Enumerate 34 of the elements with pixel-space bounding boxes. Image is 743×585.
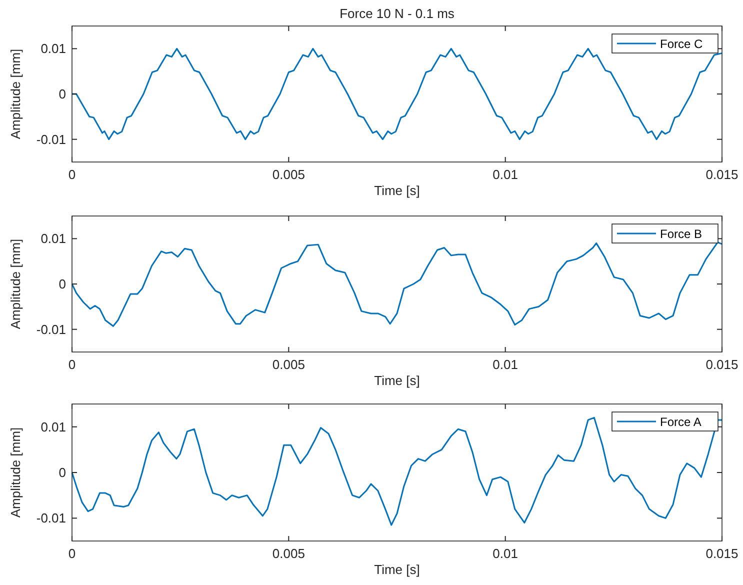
- legend-label: Force C: [660, 37, 704, 51]
- legend-label: Force B: [660, 227, 702, 241]
- line-series: [71, 242, 723, 327]
- y-tick-label: 0.01: [40, 41, 66, 56]
- x-tick-label: 0.01: [492, 167, 518, 182]
- y-tick-label: 0.01: [40, 231, 66, 246]
- x-tick-label: 0.015: [706, 546, 738, 561]
- x-tick-label: 0.015: [706, 167, 738, 182]
- y-axis-title: Amplitude [mm]: [8, 427, 23, 518]
- x-tick-label: 0.005: [272, 167, 305, 182]
- x-tick-label: 0: [68, 167, 76, 182]
- y-tick-label: 0.01: [40, 419, 66, 434]
- chart-title: Force 10 N - 0.1 ms: [340, 6, 455, 21]
- x-tick-label: 0.015: [706, 357, 738, 372]
- x-axis-title: Time [s]: [374, 562, 420, 577]
- y-tick-label: 0: [58, 276, 66, 292]
- x-tick-label: 0.01: [492, 357, 518, 372]
- line-series: [71, 416, 723, 526]
- y-axis-title: Amplitude [mm]: [8, 48, 23, 140]
- x-tick-label: 0.01: [492, 546, 518, 561]
- y-tick-label: 0: [58, 465, 66, 480]
- x-axis-title: Time [s]: [374, 183, 420, 198]
- y-tick-label: 0: [58, 86, 66, 102]
- legend-label: Force A: [660, 415, 702, 429]
- x-tick-label: 0: [68, 546, 76, 561]
- y-tick-label: -0.01: [36, 322, 66, 337]
- x-axis-title: Time [s]: [374, 373, 420, 388]
- x-tick-label: 0.005: [272, 546, 305, 561]
- y-tick-label: -0.01: [36, 132, 66, 147]
- x-tick-label: 0: [68, 357, 76, 372]
- x-tick-label: 0.005: [272, 357, 305, 372]
- line-series: [71, 48, 723, 140]
- y-tick-label: -0.01: [36, 510, 66, 526]
- y-axis-title: Amplitude [mm]: [8, 238, 23, 330]
